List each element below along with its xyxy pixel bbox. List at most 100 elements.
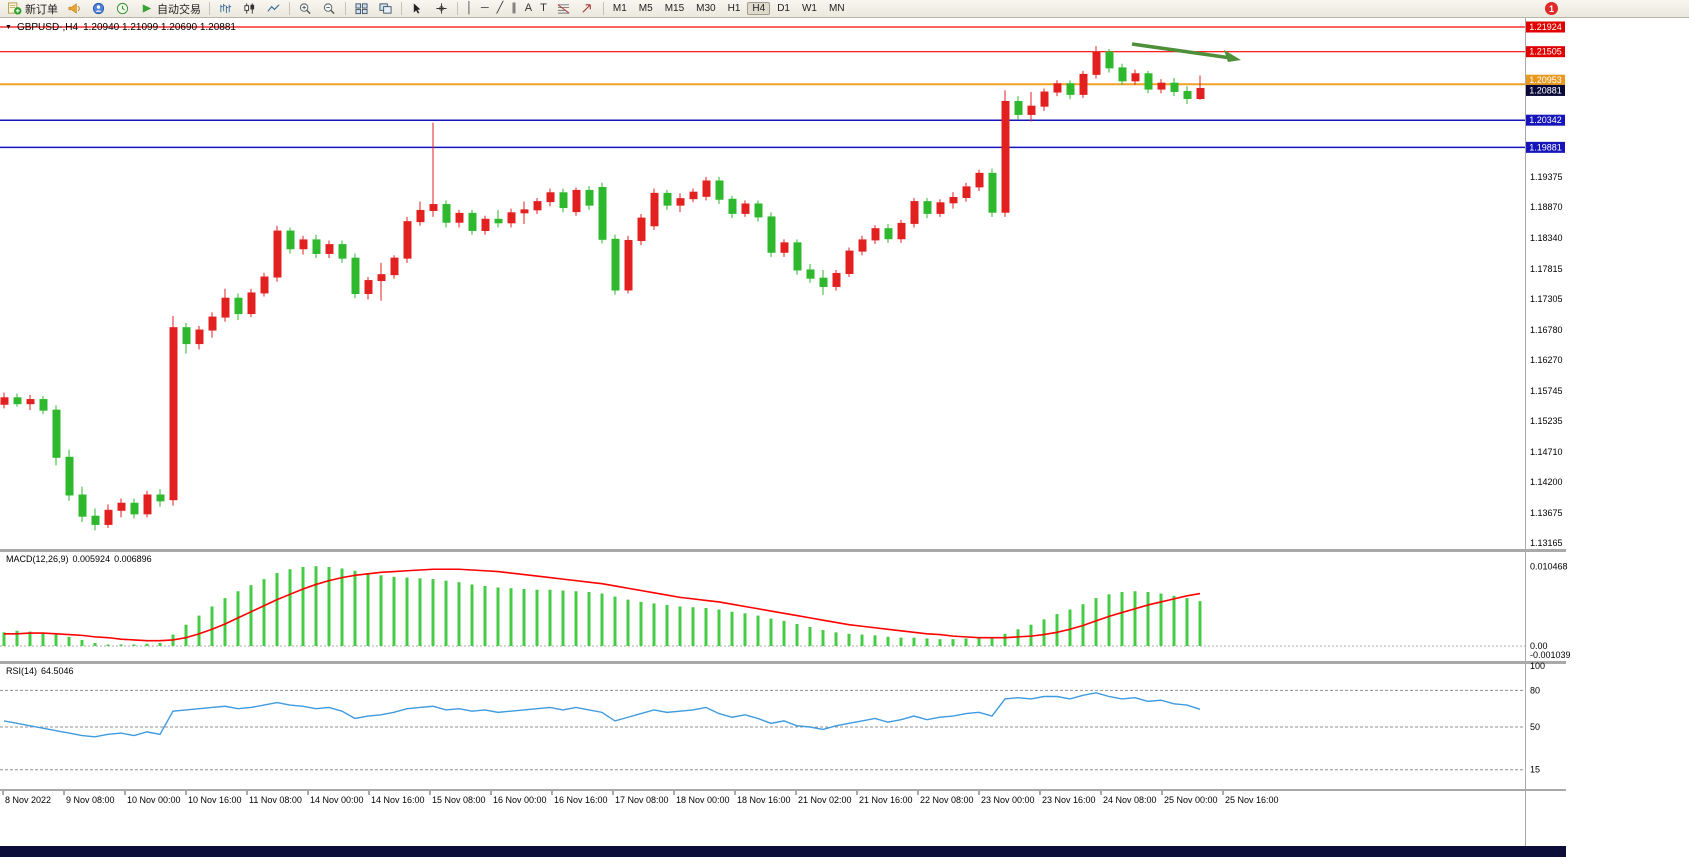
crosshair-tool-button[interactable] [430,1,453,17]
new-order-button[interactable]: 新订单 [3,1,62,17]
line-chart-button[interactable] [262,1,285,17]
candle-body [741,203,750,214]
channel-tool[interactable]: ∥ [507,1,521,17]
macd-histogram-bar [925,638,929,646]
candle-body [728,198,737,214]
label-tool[interactable]: T [536,1,551,17]
community-button[interactable] [87,1,110,17]
macd-histogram-bar [795,623,799,646]
cursor-icon [410,2,425,15]
timeframe-mn[interactable]: MN [824,1,850,16]
macd-histogram-bar [1042,619,1046,646]
price-tick-label: 1.14200 [1530,477,1563,487]
hline-objects[interactable] [0,26,1525,149]
candle-body [273,230,282,278]
candle-body [611,238,620,291]
macd-histogram-bar [834,632,838,646]
timeframe-m15[interactable]: M15 [660,1,689,16]
timeframe-h4[interactable]: H4 [747,2,771,15]
macd-histogram-bar [782,620,786,646]
candle-body [351,257,360,295]
timeframe-m1[interactable]: M1 [608,1,632,16]
macd-histogram-bar [106,644,110,646]
arrow-object-button[interactable] [576,1,599,17]
zoom-in-button[interactable] [294,1,317,17]
candle-body [559,192,568,209]
macd-histogram-bar [288,569,292,646]
timeframe-d1[interactable]: D1 [772,1,795,16]
candle-body [390,257,399,276]
text-tool[interactable]: A [521,1,536,17]
symbol-dropdown-icon[interactable]: ▼ [5,24,12,31]
macd-histogram-bar [1094,598,1098,646]
pane-splitter[interactable] [0,549,1566,552]
pane-splitter[interactable] [0,789,1566,791]
candle-body [1066,83,1075,95]
candle-body [182,327,191,345]
candle-body [572,189,581,213]
time-tick-label: 14 Nov 16:00 [371,795,425,805]
timeframe-m30[interactable]: M30 [691,1,720,16]
macd-histogram-bar [301,566,305,646]
candle-body [637,217,646,241]
fibonacci-tool-button[interactable] [552,1,575,17]
tile-windows-button[interactable] [350,1,373,17]
broadcast-icon [67,2,82,15]
candle-body [494,218,503,224]
vertical-line-tool[interactable]: │ [462,1,477,17]
cascade-windows-button[interactable] [374,1,397,17]
broadcast-button[interactable] [63,1,86,17]
time-tick-label: 9 Nov 08:00 [66,795,115,805]
time-axis[interactable]: 8 Nov 2022 9 Nov 08:00 10 Nov 00:00 10 Nov … [2,791,1279,805]
trendline-tool[interactable]: ╱ [493,1,508,17]
macd-histogram-bar [639,601,643,646]
time-tick-label: 10 Nov 00:00 [127,795,181,805]
macd-histogram-bar [691,607,695,646]
macd-histogram-bar [405,577,409,646]
zoom-out-icon [322,2,337,15]
candle-body [1040,91,1049,107]
candle-body [1157,82,1166,90]
notification-badge[interactable]: 1 [1545,2,1558,15]
macd-histogram-bar [1146,592,1150,646]
candle-body [676,198,685,206]
macd-indicator-label: MACD(12,26,9) 0.005924 0.006896 [6,554,152,564]
macd-histogram-bar [1055,614,1059,646]
candle-body [975,172,984,188]
toolbar-separator [345,2,346,15]
time-tick-label: 8 Nov 2022 [5,795,51,805]
trend-arrow[interactable] [1131,42,1232,60]
autotrading-button[interactable]: 自动交易 [135,1,205,17]
candle-body [312,239,321,254]
horizontal-line-tool[interactable]: ─ [477,1,493,17]
timeframe-w1[interactable]: W1 [797,1,822,16]
macd-main-value: 0.005924 [72,554,111,564]
macd-histogram-bar [860,634,864,646]
candle-body [1053,83,1062,93]
candle-body [1079,73,1088,95]
time-tick-label: 17 Nov 08:00 [615,795,669,805]
zoom-out-button[interactable] [318,1,341,17]
candlestick-chart-button[interactable] [238,1,261,17]
pane-splitter[interactable] [0,661,1566,664]
timeframe-h1[interactable]: H1 [723,1,746,16]
trend-arrow-head[interactable] [1224,50,1241,62]
macd-histogram-bar [80,639,84,646]
timeframe-m5[interactable]: M5 [634,1,658,16]
cursor-tool-button[interactable] [406,1,429,17]
history-button[interactable] [111,1,134,17]
candle-body [650,192,659,227]
candle-body [65,456,74,496]
candle-body [598,186,607,240]
macd-histogram-bar [15,630,19,646]
bar-chart-button[interactable] [214,1,237,17]
candle-body [819,277,828,287]
price-tick-label: 1.14710 [1530,447,1563,457]
clock-icon [115,2,130,15]
price-axis[interactable]: 1.19375 1.18870 1.18340 1.17815 1.17305 1.167… [1526,21,1565,549]
macd-histogram-bar [275,573,279,646]
macd-histogram-bar [743,613,747,646]
candle-body [949,196,958,204]
macd-signal-value: 0.006896 [114,554,152,564]
